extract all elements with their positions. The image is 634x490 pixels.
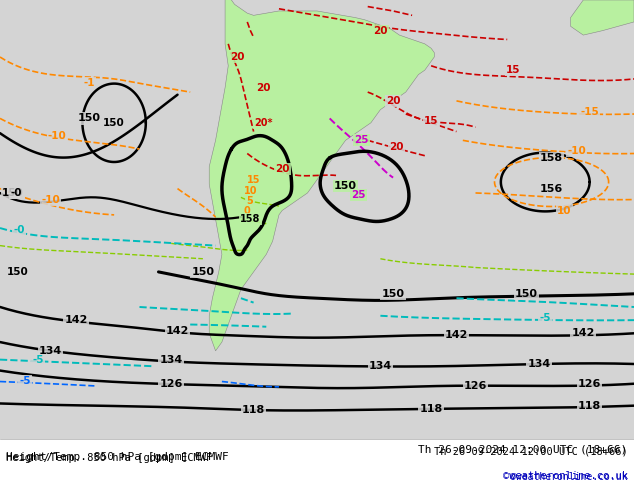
Text: 0: 0 bbox=[244, 205, 250, 216]
Text: ©weatheronline.co.uk: ©weatheronline.co.uk bbox=[510, 472, 628, 482]
Text: 118: 118 bbox=[578, 401, 601, 411]
Text: 118: 118 bbox=[242, 405, 265, 415]
Text: -10: -10 bbox=[567, 147, 586, 156]
Text: 20: 20 bbox=[275, 164, 289, 174]
Bar bbox=[0, 439, 634, 490]
Text: 20: 20 bbox=[373, 25, 387, 36]
Text: Height/Temp. 850 hPa [gdpm] ECMWF: Height/Temp. 850 hPa [gdpm] ECMWF bbox=[6, 452, 229, 462]
Text: 150: 150 bbox=[382, 289, 404, 299]
Text: 150: 150 bbox=[334, 181, 357, 192]
Text: 156: 156 bbox=[540, 184, 563, 194]
Text: 15: 15 bbox=[507, 65, 521, 75]
Text: 150: 150 bbox=[6, 267, 28, 277]
Text: 20: 20 bbox=[256, 83, 270, 93]
Text: 126: 126 bbox=[160, 379, 183, 389]
Text: 150: 150 bbox=[2, 188, 23, 198]
Text: 10: 10 bbox=[243, 186, 257, 196]
Text: Th 26-09-2024 12:00 UTC (18+66): Th 26-09-2024 12:00 UTC (18+66) bbox=[418, 445, 628, 455]
Text: -5: -5 bbox=[20, 376, 31, 386]
Text: 158: 158 bbox=[240, 214, 261, 224]
Text: 126: 126 bbox=[578, 379, 601, 389]
Text: 15: 15 bbox=[424, 116, 438, 125]
Text: -5: -5 bbox=[32, 355, 44, 366]
Text: 15: 15 bbox=[247, 175, 261, 185]
Text: 134: 134 bbox=[160, 355, 183, 365]
Text: -10: -10 bbox=[41, 195, 60, 204]
Polygon shape bbox=[209, 0, 434, 351]
Text: 150: 150 bbox=[191, 267, 214, 277]
Text: 142: 142 bbox=[166, 326, 189, 336]
Text: -10: -10 bbox=[48, 131, 67, 141]
Text: -0: -0 bbox=[10, 188, 22, 198]
Text: 150: 150 bbox=[515, 289, 538, 299]
Text: 20*: 20* bbox=[254, 118, 273, 128]
Text: 134: 134 bbox=[369, 361, 392, 371]
Text: 150: 150 bbox=[77, 113, 100, 123]
Polygon shape bbox=[571, 0, 634, 35]
Text: 118: 118 bbox=[420, 404, 443, 414]
Text: -0: -0 bbox=[13, 225, 25, 235]
Text: 20: 20 bbox=[231, 52, 245, 62]
Text: -1: -1 bbox=[83, 78, 94, 88]
Text: 5: 5 bbox=[246, 196, 252, 206]
Text: 142: 142 bbox=[65, 315, 87, 325]
Text: 134: 134 bbox=[527, 359, 550, 369]
Text: 20: 20 bbox=[386, 96, 400, 106]
Text: Th 26-09-2024 12:00 UTC (18+66): Th 26-09-2024 12:00 UTC (18+66) bbox=[434, 446, 628, 456]
Text: 142: 142 bbox=[445, 330, 468, 341]
Text: Height/Temp. 850 hPa [gdpm] ECMWF: Height/Temp. 850 hPa [gdpm] ECMWF bbox=[6, 453, 212, 463]
Text: 10: 10 bbox=[557, 205, 571, 216]
Text: 126: 126 bbox=[464, 381, 487, 391]
Text: 142: 142 bbox=[572, 328, 595, 338]
Text: 150: 150 bbox=[103, 118, 125, 128]
Text: -5: -5 bbox=[540, 313, 551, 323]
Text: 20: 20 bbox=[389, 142, 403, 152]
Text: 134: 134 bbox=[39, 346, 62, 356]
Text: 25: 25 bbox=[354, 135, 368, 146]
Text: 25: 25 bbox=[351, 190, 365, 200]
Text: -15: -15 bbox=[580, 107, 599, 117]
Text: ©weatheronline.co.uk: ©weatheronline.co.uk bbox=[503, 470, 628, 481]
Text: 158: 158 bbox=[540, 153, 563, 163]
